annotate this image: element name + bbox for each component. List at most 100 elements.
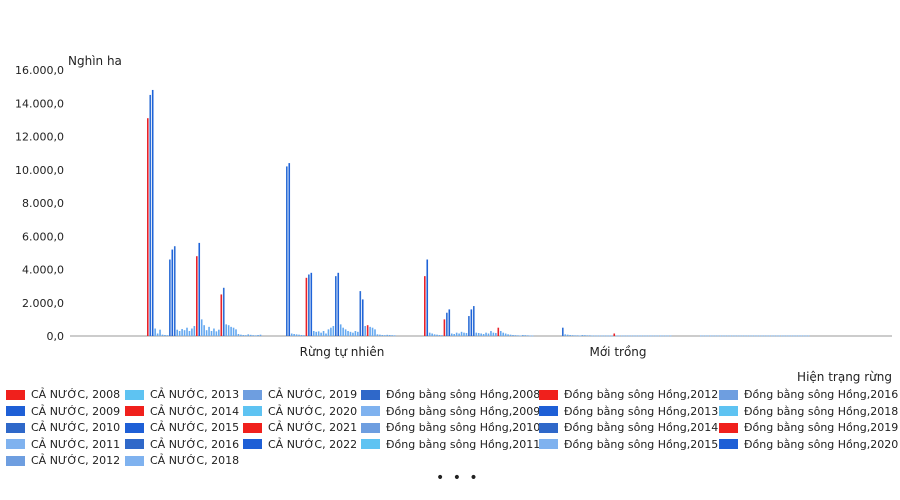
legend-item[interactable]: CẢ NƯỚC, 2014 <box>125 405 239 418</box>
bar[interactable] <box>522 335 524 336</box>
bar[interactable] <box>807 335 810 337</box>
bar[interactable] <box>714 335 717 337</box>
bar[interactable] <box>596 335 598 337</box>
bar[interactable] <box>386 334 389 336</box>
bar[interactable] <box>669 335 672 337</box>
bar[interactable] <box>584 335 586 336</box>
bar[interactable] <box>332 326 335 336</box>
legend-item[interactable]: CẢ NƯỚC, 2015 <box>125 421 239 434</box>
bar[interactable] <box>431 333 433 336</box>
bar[interactable] <box>507 334 509 336</box>
bar[interactable] <box>514 335 517 336</box>
bar[interactable] <box>354 331 357 336</box>
bar[interactable] <box>171 249 174 336</box>
bar[interactable] <box>154 328 156 336</box>
bar[interactable] <box>640 335 642 337</box>
bar[interactable] <box>325 333 327 336</box>
bar[interactable] <box>586 335 589 337</box>
legend-item[interactable]: CẢ NƯỚC, 2009 <box>6 405 120 418</box>
legend-item[interactable]: Đồng bằng sông Hồng,2013 <box>539 405 718 418</box>
bar[interactable] <box>424 276 426 336</box>
bar[interactable] <box>731 335 734 337</box>
legend-item[interactable]: Đồng bằng sông Hồng,2020 <box>719 438 898 451</box>
bar[interactable] <box>623 335 625 337</box>
bar[interactable] <box>753 335 756 337</box>
bar[interactable] <box>608 335 611 337</box>
bar[interactable] <box>218 329 220 336</box>
bar[interactable] <box>220 294 223 336</box>
bar[interactable] <box>374 329 376 336</box>
bar[interactable] <box>169 259 171 336</box>
bar[interactable] <box>660 335 662 337</box>
bar[interactable] <box>502 332 504 336</box>
bar[interactable] <box>485 332 487 336</box>
bar[interactable] <box>574 335 576 337</box>
bar[interactable] <box>633 335 635 337</box>
bar[interactable] <box>257 335 259 336</box>
bar[interactable] <box>647 335 650 337</box>
bar[interactable] <box>802 335 805 337</box>
bar[interactable] <box>320 332 322 336</box>
bar[interactable] <box>775 335 778 337</box>
bar[interactable] <box>303 335 305 336</box>
bar[interactable] <box>650 335 652 337</box>
legend-item[interactable]: Đồng bằng sông Hồng,2010 <box>361 421 540 434</box>
bar[interactable] <box>181 329 183 336</box>
bar[interactable] <box>240 334 242 336</box>
bar[interactable] <box>391 335 393 336</box>
legend-item[interactable]: CẢ NƯỚC, 2011 <box>6 438 120 451</box>
bar[interactable] <box>210 331 213 336</box>
bar[interactable] <box>245 335 247 336</box>
bar[interactable] <box>361 299 364 336</box>
bar[interactable] <box>758 335 761 337</box>
bar[interactable] <box>465 333 468 336</box>
bar[interactable] <box>183 330 186 336</box>
bar[interactable] <box>579 335 581 337</box>
bar[interactable] <box>312 331 315 336</box>
bar[interactable] <box>357 331 359 336</box>
bar[interactable] <box>460 331 463 336</box>
bar[interactable] <box>293 334 295 336</box>
legend-item[interactable]: CẢ NƯỚC, 2019 <box>243 388 357 401</box>
bar[interactable] <box>450 333 453 336</box>
bar[interactable] <box>611 335 613 337</box>
bar[interactable] <box>453 334 455 336</box>
bar[interactable] <box>164 335 166 336</box>
bar[interactable] <box>438 335 441 336</box>
bar[interactable] <box>482 334 485 336</box>
bar[interactable] <box>667 335 669 337</box>
bar[interactable] <box>576 335 579 337</box>
bar[interactable] <box>300 335 303 336</box>
bar[interactable] <box>455 332 458 336</box>
bar[interactable] <box>342 327 344 336</box>
bar[interactable] <box>618 335 620 337</box>
bar[interactable] <box>322 331 325 336</box>
bar[interactable] <box>800 335 803 337</box>
legend-more-indicator[interactable]: • • • <box>436 470 480 486</box>
bar[interactable] <box>159 329 161 336</box>
bar[interactable] <box>290 333 293 336</box>
bar[interactable] <box>531 335 534 337</box>
bar[interactable] <box>310 272 313 336</box>
bar[interactable] <box>315 331 317 336</box>
bar[interactable] <box>581 335 584 336</box>
bar[interactable] <box>512 335 514 336</box>
bar[interactable] <box>712 335 714 337</box>
bar[interactable] <box>773 335 776 337</box>
bar[interactable] <box>477 333 480 336</box>
bar[interactable] <box>379 334 381 336</box>
bar[interactable] <box>339 324 342 336</box>
bar[interactable] <box>788 335 790 337</box>
bar[interactable] <box>564 334 567 336</box>
legend-item[interactable]: CẢ NƯỚC, 2022 <box>243 438 357 451</box>
bar[interactable] <box>729 335 731 337</box>
bar[interactable] <box>193 326 196 336</box>
bar[interactable] <box>433 334 436 336</box>
bar[interactable] <box>790 335 793 337</box>
bar[interactable] <box>719 335 722 337</box>
bar[interactable] <box>637 335 640 337</box>
bar[interactable] <box>376 334 379 336</box>
bar[interactable] <box>662 335 665 337</box>
bar[interactable] <box>756 335 758 337</box>
bar[interactable] <box>441 335 443 336</box>
